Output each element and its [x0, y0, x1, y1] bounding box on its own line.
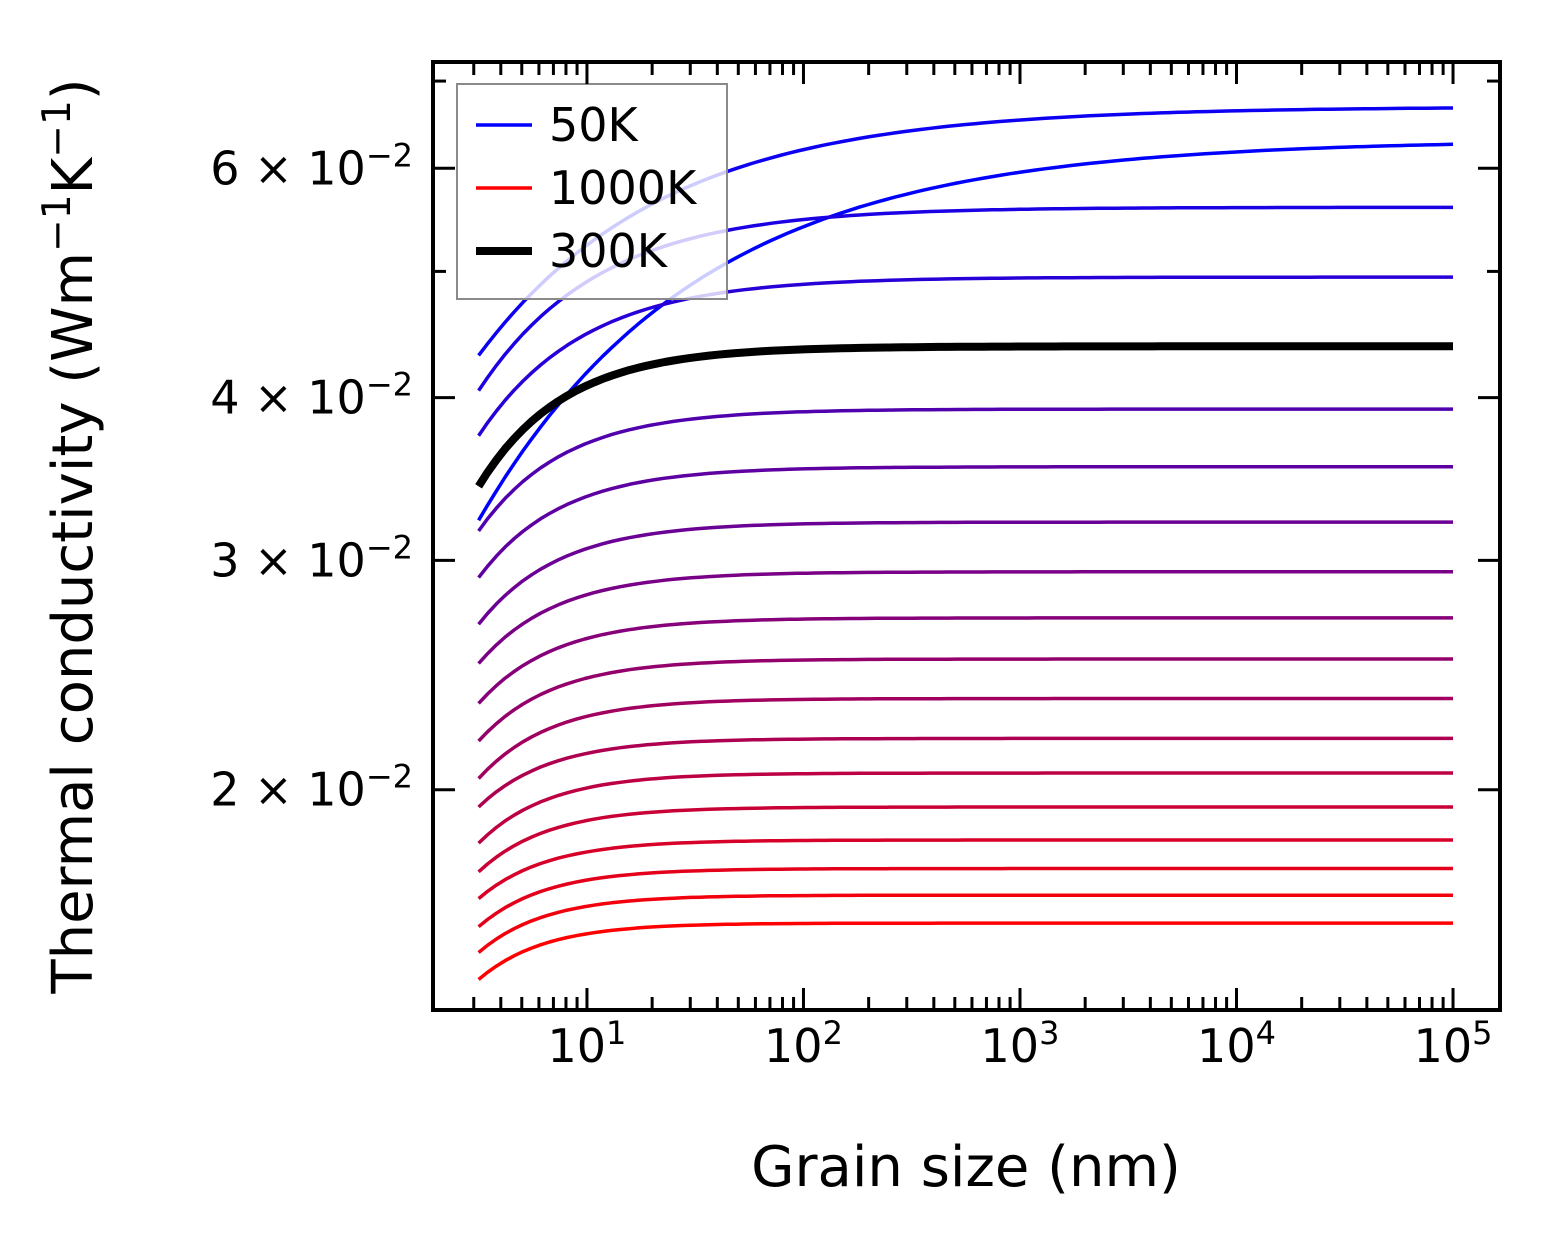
label-text: 6 × 10: [210, 141, 366, 195]
curve-950K: [477, 893, 1453, 954]
x-tick-label: 102: [764, 1014, 843, 1073]
curve-200K: [477, 275, 1453, 437]
label-text: 10: [1414, 1019, 1473, 1073]
superscript-text: −2: [366, 366, 413, 404]
label-text: 10: [981, 1019, 1040, 1073]
label-text: 3 × 10: [210, 533, 366, 587]
label-text: 10: [1197, 1019, 1256, 1073]
superscript-text: 4: [1256, 1014, 1276, 1052]
superscript-text: −1: [35, 194, 80, 252]
curve-550K: [477, 616, 1453, 705]
x-tick-label: 104: [1197, 1014, 1276, 1073]
superscript-text: −1: [35, 100, 80, 158]
superscript-text: −2: [366, 136, 413, 174]
superscript-text: −2: [366, 528, 413, 566]
y-axis-label: Thermal conductivity (Wm−1K−1): [35, 78, 106, 994]
curve-450K: [477, 520, 1453, 626]
label-text: 2 × 10: [210, 763, 366, 817]
label-text: K: [41, 156, 106, 194]
superscript-text: 3: [1039, 1014, 1059, 1052]
curve-600K: [477, 657, 1453, 743]
label-text: Thermal conductivity (Wm: [41, 252, 106, 995]
legend-label-50K: 50K: [549, 98, 640, 152]
curve-700K: [477, 736, 1453, 809]
x-axis-label: Grain size (nm): [751, 1135, 1181, 1200]
curve-400K: [477, 465, 1453, 579]
legend-box: 50K 1000K 300K: [456, 83, 728, 300]
curve-350K: [477, 407, 1453, 533]
superscript-text: 1: [606, 1014, 626, 1052]
curve-850K: [477, 838, 1453, 900]
curve-1000K: [477, 921, 1453, 981]
curve-50K: [477, 142, 1454, 522]
plot-border: [431, 60, 1502, 1012]
axes-spines: [431, 60, 1502, 1012]
label-text: ): [41, 78, 106, 100]
curve-500K: [477, 570, 1453, 665]
x-tick-label: 103: [981, 1014, 1060, 1073]
y-tick-label: 2 × 10−2: [210, 758, 413, 817]
superscript-text: 2: [823, 1014, 843, 1052]
y-tick-label: 4 × 10−2: [210, 366, 413, 425]
curve-650K: [477, 696, 1453, 780]
superscript-text: −2: [366, 758, 413, 796]
y-tick-label: 6 × 10−2: [210, 136, 413, 195]
curve-900K: [477, 866, 1453, 929]
legend-label-1000K: 1000K: [549, 161, 698, 215]
curve-750K: [477, 771, 1453, 845]
x-tick-label: 101: [548, 1014, 627, 1073]
x-tick-label: 105: [1414, 1014, 1493, 1073]
curve-300K-emphasis: [475, 342, 1453, 489]
legend-label-300K: 300K: [549, 224, 669, 278]
y-tick-label: 3 × 10−2: [210, 528, 413, 587]
label-text: 10: [764, 1019, 823, 1073]
label-text: 4 × 10: [210, 371, 366, 425]
superscript-text: 5: [1472, 1014, 1492, 1052]
legend-frame: [456, 83, 728, 300]
curve-800K: [477, 805, 1453, 874]
curve-series-group: [475, 106, 1454, 981]
label-text: 10: [548, 1019, 607, 1073]
axes-ticks: [433, 62, 1500, 1010]
axis-labels: Grain size (nm) Thermal conductivity (Wm…: [35, 78, 1181, 1200]
